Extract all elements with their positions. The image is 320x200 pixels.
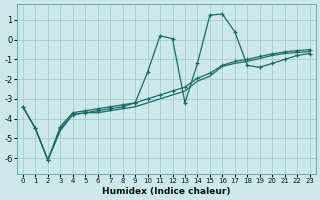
X-axis label: Humidex (Indice chaleur): Humidex (Indice chaleur) bbox=[102, 187, 230, 196]
